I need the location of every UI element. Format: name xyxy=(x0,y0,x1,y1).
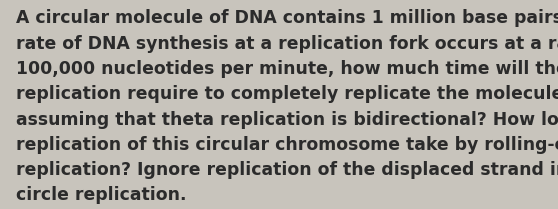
Text: A circular molecule of DNA contains 1 million base pairs. If the
rate of DNA syn: A circular molecule of DNA contains 1 mi… xyxy=(16,9,558,204)
